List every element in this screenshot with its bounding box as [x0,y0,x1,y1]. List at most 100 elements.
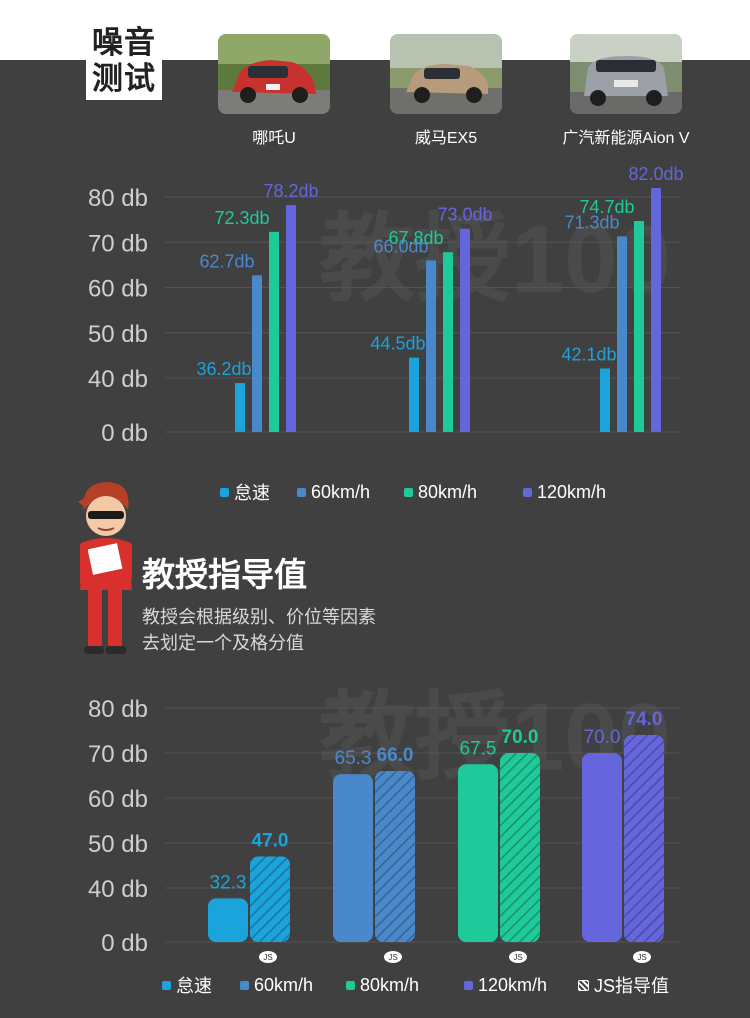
professor-mascot-icon [78,482,132,654]
y-tick-label: 70 db [88,230,148,257]
legend-item: 怠速 [162,972,212,998]
legend-swatch [523,487,532,497]
data-label: 42.1db [561,344,616,364]
legend-label: 80km/h [360,974,420,995]
legend-swatch [162,980,171,990]
bar [426,260,436,432]
legend-label: 60km/h [254,974,314,995]
js-badge [509,951,527,963]
bar [443,252,453,432]
chart2-legend: 怠速 60km/h 80km/h 120km/h JS指导值 [0,972,750,998]
data-label-measured: 67.5 [460,738,497,759]
professor-desc-line-1: 教授会根据级别、价位等因素 [142,607,376,627]
legend-item: 80km/h [346,975,419,996]
title-line-1: 噪音 [92,25,156,60]
data-label-guide: 66.0 [377,745,414,766]
car-name-2: 威马EX5 [414,130,478,147]
legend-label: 怠速 [234,483,270,503]
legend-item: 120km/h [523,482,606,503]
bar-measured [582,753,622,942]
car-photo-neta-u [218,34,330,114]
bar [617,236,627,432]
legend-item: 120km/h [464,975,547,996]
data-label-measured: 32.3 [210,872,247,893]
legend-swatch [220,487,229,497]
bar [286,205,296,432]
bar-guide-hatch [250,856,290,942]
page-title: 噪音 测试 [86,24,162,100]
legend-label: 怠速 [176,976,212,996]
y-tick-label: 50 db [88,831,148,858]
y-tick-label: 60 db [88,786,148,813]
data-label: 67.8db [388,228,443,248]
data-label: 71.3db [564,212,619,232]
y-tick-label: 0 db [101,420,148,447]
data-label: 82.0db [628,164,683,184]
y-tick-label: 80 db [88,696,148,723]
data-label-measured: 70.0 [584,727,621,748]
data-label: 74.7db [579,197,634,217]
bar [252,275,262,432]
legend-label: 120km/h [537,481,607,502]
bar [235,383,245,432]
y-tick-label: 70 db [88,741,148,768]
js-badge-label: JS [263,953,272,962]
legend-swatch [297,487,306,497]
legend-label: 80km/h [418,481,478,502]
data-label-guide: 70.0 [502,727,539,748]
legend-swatch [240,980,249,990]
bar-measured [333,774,373,942]
legend-swatch [404,487,413,497]
data-label-measured: 65.3 [335,748,372,769]
legend-item: JS指导值 [578,972,669,998]
bar [269,231,279,432]
data-label: 73.0db [437,205,492,225]
chart1-legend: 怠速 60km/h 80km/h 120km/h [0,480,750,504]
data-label-guide: 47.0 [252,831,289,852]
bar-guide-hatch [500,753,540,942]
data-label: 66.0db [373,236,428,256]
legend-item: 60km/h [240,975,313,996]
noise-test-chart: 教授100 0 db 40 db 50 db 60 db 70 db 80 db 36.2db… [88,164,684,447]
legend-item: 怠速 [220,479,270,505]
y-tick-label: 80 db [88,185,148,212]
legend-swatch [346,980,355,990]
title-line-2: 测试 [92,61,156,96]
bar [460,228,470,432]
js-badge-label: JS [637,953,646,962]
legend-label: 120km/h [478,974,548,995]
data-label-guide: 74.0 [626,709,663,730]
data-label: 72.3db [214,208,269,228]
legend-label: JS指导值 [594,976,670,996]
legend-swatch [464,980,473,990]
js-badge [633,951,651,963]
js-badge-label: JS [388,953,397,962]
y-tick-label: 50 db [88,321,148,348]
js-badge [259,951,277,963]
bar-guide-hatch [624,735,664,942]
bar-measured [208,898,248,942]
js-badge-label: JS [513,953,522,962]
data-label: 78.2db [263,181,318,201]
bar [409,357,419,432]
legend-label: 60km/h [311,481,371,502]
car-photo-aion-v [570,34,682,114]
bar-measured [458,764,498,942]
y-tick-label: 60 db [88,276,148,303]
y-tick-label: 0 db [101,930,148,957]
professor-heading: 教授指导值 [142,556,307,593]
data-label: 62.7db [199,251,254,271]
legend-item: 60km/h [297,482,370,503]
car-name-3: 广汽新能源Aion V [562,130,690,147]
car-name-1: 哪吒U [252,130,296,147]
bar [651,187,661,432]
data-label: 36.2db [196,359,251,379]
professor-desc-line-2: 去划定一个及格分值 [142,633,304,653]
bar [634,220,644,432]
y-tick-label: 40 db [88,876,148,903]
js-badge [384,951,402,963]
legend-swatch [578,979,589,991]
watermark: 教授100 [319,206,671,313]
